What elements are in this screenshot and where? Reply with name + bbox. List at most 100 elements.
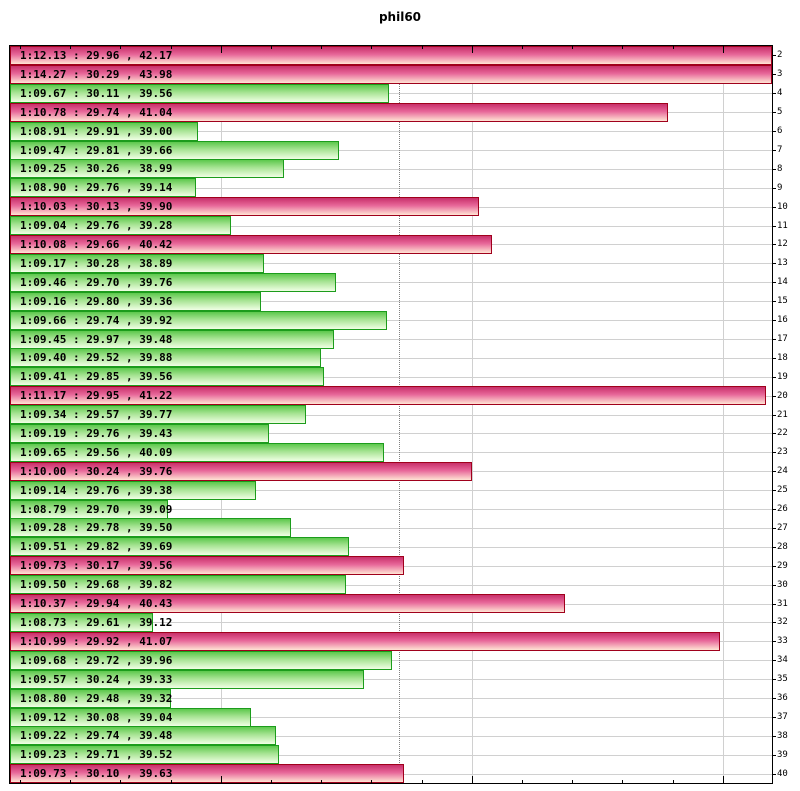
x-axis-tick	[522, 46, 523, 49]
lap-bar[interactable]	[10, 235, 492, 254]
y-axis-label: 20	[777, 391, 788, 401]
grid-line-horizontal	[10, 585, 772, 586]
y-axis-label: 25	[777, 485, 788, 495]
lap-bar[interactable]	[10, 556, 404, 575]
lap-bar-label: 1:09.57 : 30.24 , 39.33	[20, 673, 173, 686]
y-axis-label: 32	[777, 617, 788, 627]
y-axis-tick	[772, 490, 776, 491]
y-axis-tick	[772, 282, 776, 283]
y-axis-label: 21	[777, 410, 788, 420]
y-axis-tick	[772, 358, 776, 359]
y-axis-tick	[772, 244, 776, 245]
grid-line-horizontal	[10, 452, 772, 453]
y-axis-tick	[772, 736, 776, 737]
y-axis-label: 34	[777, 655, 788, 665]
lap-bar[interactable]	[10, 122, 198, 141]
reference-line	[399, 46, 400, 783]
x-axis-tick	[422, 46, 423, 49]
y-axis-label: 13	[777, 258, 788, 268]
lap-bar[interactable]	[10, 689, 171, 708]
lap-bar[interactable]	[10, 443, 384, 462]
grid-line-horizontal	[10, 263, 772, 264]
lap-bar[interactable]	[10, 84, 389, 103]
lap-bar[interactable]	[10, 348, 321, 367]
lap-bar[interactable]	[10, 65, 772, 84]
x-axis-tick	[321, 780, 322, 783]
lap-bar[interactable]	[10, 613, 153, 632]
lap-bar[interactable]	[10, 103, 668, 122]
lap-bar[interactable]	[10, 651, 392, 670]
x-axis-tick	[271, 780, 272, 783]
y-axis-label: 7	[777, 145, 783, 155]
lap-bar-label: 1:10.00 : 30.24 , 39.76	[20, 465, 173, 478]
lap-bar[interactable]	[10, 764, 404, 783]
y-axis-label: 2	[777, 50, 783, 60]
lap-bar[interactable]	[10, 311, 387, 330]
lap-bar[interactable]	[10, 46, 772, 65]
lap-bar[interactable]	[10, 575, 346, 594]
grid-line-horizontal	[10, 679, 772, 680]
lap-bar-label: 1:09.67 : 30.11 , 39.56	[20, 87, 173, 100]
right-axis	[772, 45, 773, 784]
lap-bar-label: 1:10.78 : 29.74 , 41.04	[20, 106, 173, 119]
lap-bar[interactable]	[10, 726, 276, 745]
lap-bar[interactable]	[10, 594, 565, 613]
y-axis-tick	[772, 339, 776, 340]
y-axis-label: 4	[777, 88, 783, 98]
lap-bar[interactable]	[10, 537, 349, 556]
y-axis-tick	[772, 112, 776, 113]
top-axis	[9, 45, 773, 46]
lap-bar[interactable]	[10, 405, 306, 424]
lap-bar[interactable]	[10, 197, 479, 216]
lap-bar[interactable]	[10, 178, 196, 197]
y-axis-label: 15	[777, 296, 788, 306]
grid-line-horizontal	[10, 717, 772, 718]
y-axis-label: 40	[777, 769, 788, 779]
grid-line-horizontal	[10, 415, 772, 416]
lap-bar[interactable]	[10, 216, 231, 235]
x-axis-tick	[221, 46, 222, 53]
lap-bar[interactable]	[10, 386, 766, 405]
grid-line-horizontal	[10, 509, 772, 510]
lap-bar-label: 1:08.80 : 29.48 , 39.32	[20, 692, 173, 705]
x-axis-tick	[673, 780, 674, 783]
lap-bar-label: 1:10.99 : 29.92 , 41.07	[20, 635, 173, 648]
lap-bar[interactable]	[10, 632, 720, 651]
lap-bar-label: 1:14.27 : 30.29 , 43.98	[20, 68, 173, 81]
y-axis-tick	[772, 774, 776, 775]
lap-bar[interactable]	[10, 292, 261, 311]
lap-bar[interactable]	[10, 670, 364, 689]
y-axis-label: 36	[777, 693, 788, 703]
lap-bar-label: 1:09.65 : 29.56 , 40.09	[20, 446, 173, 459]
grid-line-horizontal	[10, 698, 772, 699]
lap-bar[interactable]	[10, 745, 279, 764]
grid-line-horizontal	[10, 320, 772, 321]
x-axis-tick	[171, 46, 172, 49]
lap-bar[interactable]	[10, 159, 284, 178]
lap-bar[interactable]	[10, 254, 264, 273]
lap-bar[interactable]	[10, 367, 324, 386]
lap-bar-label: 1:09.28 : 29.78 , 39.50	[20, 521, 173, 534]
lap-bar[interactable]	[10, 424, 269, 443]
y-axis-tick	[772, 471, 776, 472]
y-axis-label: 17	[777, 334, 788, 344]
lap-bar-label: 1:09.40 : 29.52 , 39.88	[20, 351, 173, 364]
lap-bar-label: 1:09.04 : 29.76 , 39.28	[20, 219, 173, 232]
grid-line-horizontal	[10, 547, 772, 548]
lap-bar-label: 1:09.66 : 29.74 , 39.92	[20, 314, 173, 327]
y-axis-tick	[772, 131, 776, 132]
y-axis-label: 33	[777, 636, 788, 646]
y-axis-label: 30	[777, 580, 788, 590]
lap-bar-label: 1:09.16 : 29.80 , 39.36	[20, 295, 173, 308]
y-axis-label: 5	[777, 107, 783, 117]
lap-bar[interactable]	[10, 273, 336, 292]
lap-bar[interactable]	[10, 481, 256, 500]
grid-line-horizontal	[10, 622, 772, 623]
x-axis-tick	[70, 46, 71, 49]
grid-line-horizontal	[10, 226, 772, 227]
y-axis-tick	[772, 74, 776, 75]
y-axis-tick	[772, 660, 776, 661]
lap-bar[interactable]	[10, 518, 291, 537]
lap-bar-label: 1:09.12 : 30.08 , 39.04	[20, 711, 173, 724]
lap-bar[interactable]	[10, 462, 472, 481]
